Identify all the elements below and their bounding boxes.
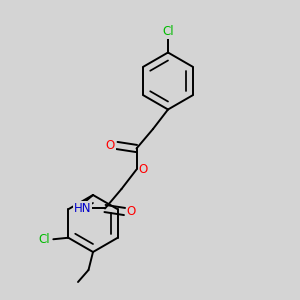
Text: Cl: Cl (162, 25, 174, 38)
Text: O: O (139, 163, 148, 176)
Text: O: O (106, 139, 115, 152)
Text: Cl: Cl (38, 233, 50, 246)
Text: HN: HN (74, 202, 91, 215)
Text: O: O (127, 205, 136, 218)
